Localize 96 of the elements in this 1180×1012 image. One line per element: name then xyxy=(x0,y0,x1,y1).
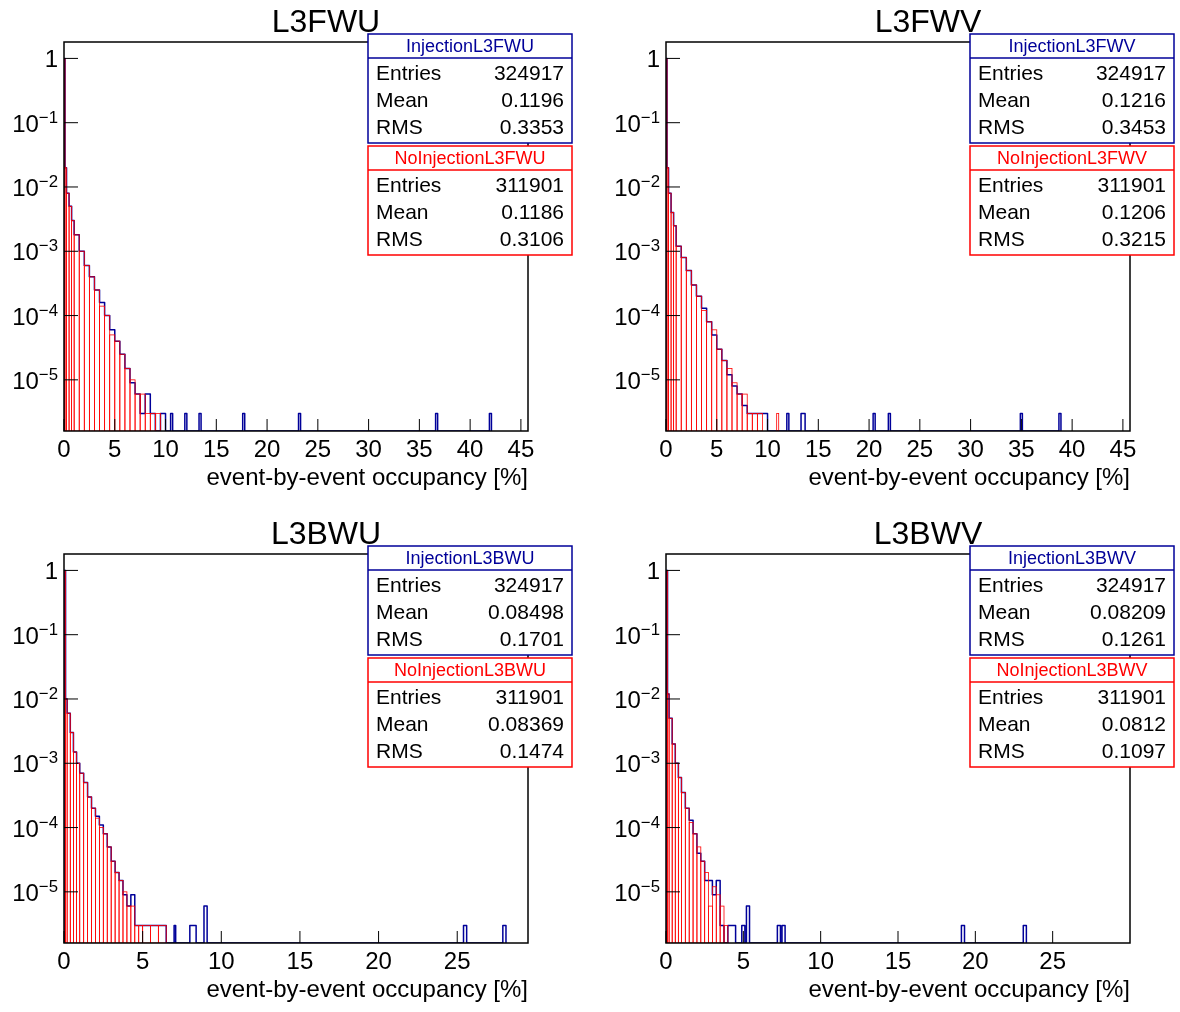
x-tick-label: 45 xyxy=(507,435,535,462)
text: Mean 0.1186 xyxy=(376,200,564,223)
y-tick-label: 10$^{−2}$ xyxy=(614,171,660,201)
text: Entries 324917 xyxy=(978,61,1166,84)
x-tick-label: 15 xyxy=(884,947,912,974)
x-tick-label: 0 xyxy=(659,435,673,462)
x-tick-label: 25 xyxy=(443,947,471,974)
y-tick-label: 1 xyxy=(44,45,58,73)
y-tick-label: 10$^{−4}$ xyxy=(614,812,660,842)
text: RMS 0.1097 xyxy=(978,739,1166,762)
y-tick-label: 1 xyxy=(646,557,660,585)
chart-title: L3BWV xyxy=(873,515,983,551)
x-tick-label: 10 xyxy=(152,435,179,462)
x-tick-label: 20 xyxy=(253,435,281,462)
x-tick-label: 35 xyxy=(1008,435,1035,462)
text: Entries 311901 xyxy=(978,173,1166,196)
x-tick-label: 40 xyxy=(456,435,484,462)
text: Entries 311901 xyxy=(376,173,564,196)
text: InjectionL3FWU xyxy=(405,36,535,56)
text: Mean 0.1216 xyxy=(978,88,1166,111)
x-tick-label: 0 xyxy=(57,947,71,974)
text: RMS 0.3106 xyxy=(376,227,564,250)
text: RMS 0.3453 xyxy=(978,115,1166,138)
x-tick-label: 10 xyxy=(754,435,781,462)
x-tick-label: 10 xyxy=(807,947,835,974)
x-tick-label: 20 xyxy=(961,947,989,974)
text: Mean 0.1206 xyxy=(978,200,1166,223)
y-tick-label: 10$^{−2}$ xyxy=(614,683,660,713)
y-tick-label: 10$^{−5}$ xyxy=(614,876,660,906)
x-tick-label: 25 xyxy=(906,435,934,462)
text: Mean 0.08369 xyxy=(376,712,564,735)
y-tick-label: 1 xyxy=(646,45,660,73)
x-tick-label: 5 xyxy=(736,947,751,974)
y-tick-label: 10$^{−1}$ xyxy=(614,619,660,649)
y-tick-label: 10$^{−5}$ xyxy=(614,364,660,394)
text: InjectionL3BWU xyxy=(405,548,535,568)
text: RMS 0.3215 xyxy=(978,227,1166,250)
x-tick-label: 10 xyxy=(207,947,235,974)
y-tick-label: 10$^{−1}$ xyxy=(12,619,58,649)
y-tick-label: 10$^{−5}$ xyxy=(12,876,58,906)
x-tick-label: 5 xyxy=(135,947,150,974)
y-tick-label: 10$^{−4}$ xyxy=(12,812,58,842)
text: Mean 0.0812 xyxy=(978,712,1166,735)
text: NoInjectionL3BWU xyxy=(393,660,547,680)
chart-title: L3BWU xyxy=(270,515,382,551)
text: Mean 0.08209 xyxy=(978,600,1166,623)
x-tick-label: 25 xyxy=(304,435,332,462)
x-tick-label: 5 xyxy=(710,435,724,462)
text: RMS 0.1701 xyxy=(376,627,564,650)
text: NoInjectionL3BWV xyxy=(996,660,1148,680)
x-tick-label: 35 xyxy=(406,435,433,462)
text: Mean 0.08498 xyxy=(376,600,564,623)
y-tick-label: 10$^{−4}$ xyxy=(614,300,660,330)
y-tick-label: 10$^{−3}$ xyxy=(614,747,660,778)
text: NoInjectionL3FWU xyxy=(394,148,546,168)
text: NoInjectionL3FWV xyxy=(996,148,1148,168)
x-axis-title: event-by-event occupancy [%] xyxy=(206,463,528,490)
x-tick-label: 20 xyxy=(365,947,392,974)
x-tick-label: 45 xyxy=(1109,435,1137,462)
chart-title: L3FWV xyxy=(874,3,982,39)
y-tick-label: 10$^{−2}$ xyxy=(12,683,58,713)
text: Entries 324917 xyxy=(376,573,564,596)
x-tick-label: 15 xyxy=(804,435,832,462)
x-tick-label: 25 xyxy=(1039,947,1067,974)
y-tick-label: 10$^{−3}$ xyxy=(12,747,58,778)
y-tick-label: 10$^{−3}$ xyxy=(614,235,660,266)
x-axis-title: event-by-event occupancy [%] xyxy=(808,975,1130,1002)
text: Mean 0.1196 xyxy=(376,88,564,111)
text: RMS 0.1261 xyxy=(978,627,1166,650)
text: Entries 324917 xyxy=(978,573,1166,596)
x-tick-label: 20 xyxy=(855,435,883,462)
x-tick-label: 30 xyxy=(957,435,984,462)
text: Entries 311901 xyxy=(376,685,564,708)
x-axis-title: event-by-event occupancy [%] xyxy=(206,975,528,1002)
text: RMS 0.1474 xyxy=(376,739,564,762)
x-tick-label: 30 xyxy=(355,435,382,462)
y-tick-label: 10$^{−4}$ xyxy=(12,300,58,330)
text: InjectionL3BWV xyxy=(1007,548,1137,568)
x-tick-label: 40 xyxy=(1058,435,1086,462)
y-tick-label: 10$^{−1}$ xyxy=(12,107,58,137)
x-axis-title: event-by-event occupancy [%] xyxy=(808,463,1130,490)
y-tick-label: 10$^{−2}$ xyxy=(12,171,58,201)
y-tick-label: 10$^{−5}$ xyxy=(12,364,58,394)
chart-title: L3FWU xyxy=(271,3,381,39)
x-tick-label: 0 xyxy=(57,435,71,462)
y-tick-label: 10$^{−1}$ xyxy=(614,107,660,137)
text: Entries 324917 xyxy=(376,61,564,84)
text: InjectionL3FWV xyxy=(1008,36,1136,56)
x-tick-label: 15 xyxy=(202,435,230,462)
y-tick-label: 1 xyxy=(44,557,58,585)
x-tick-label: 15 xyxy=(286,947,314,974)
text: Entries 311901 xyxy=(978,685,1166,708)
x-tick-label: 5 xyxy=(108,435,122,462)
text: RMS 0.3353 xyxy=(376,115,564,138)
y-tick-label: 10$^{−3}$ xyxy=(12,235,58,266)
x-tick-label: 0 xyxy=(659,947,673,974)
